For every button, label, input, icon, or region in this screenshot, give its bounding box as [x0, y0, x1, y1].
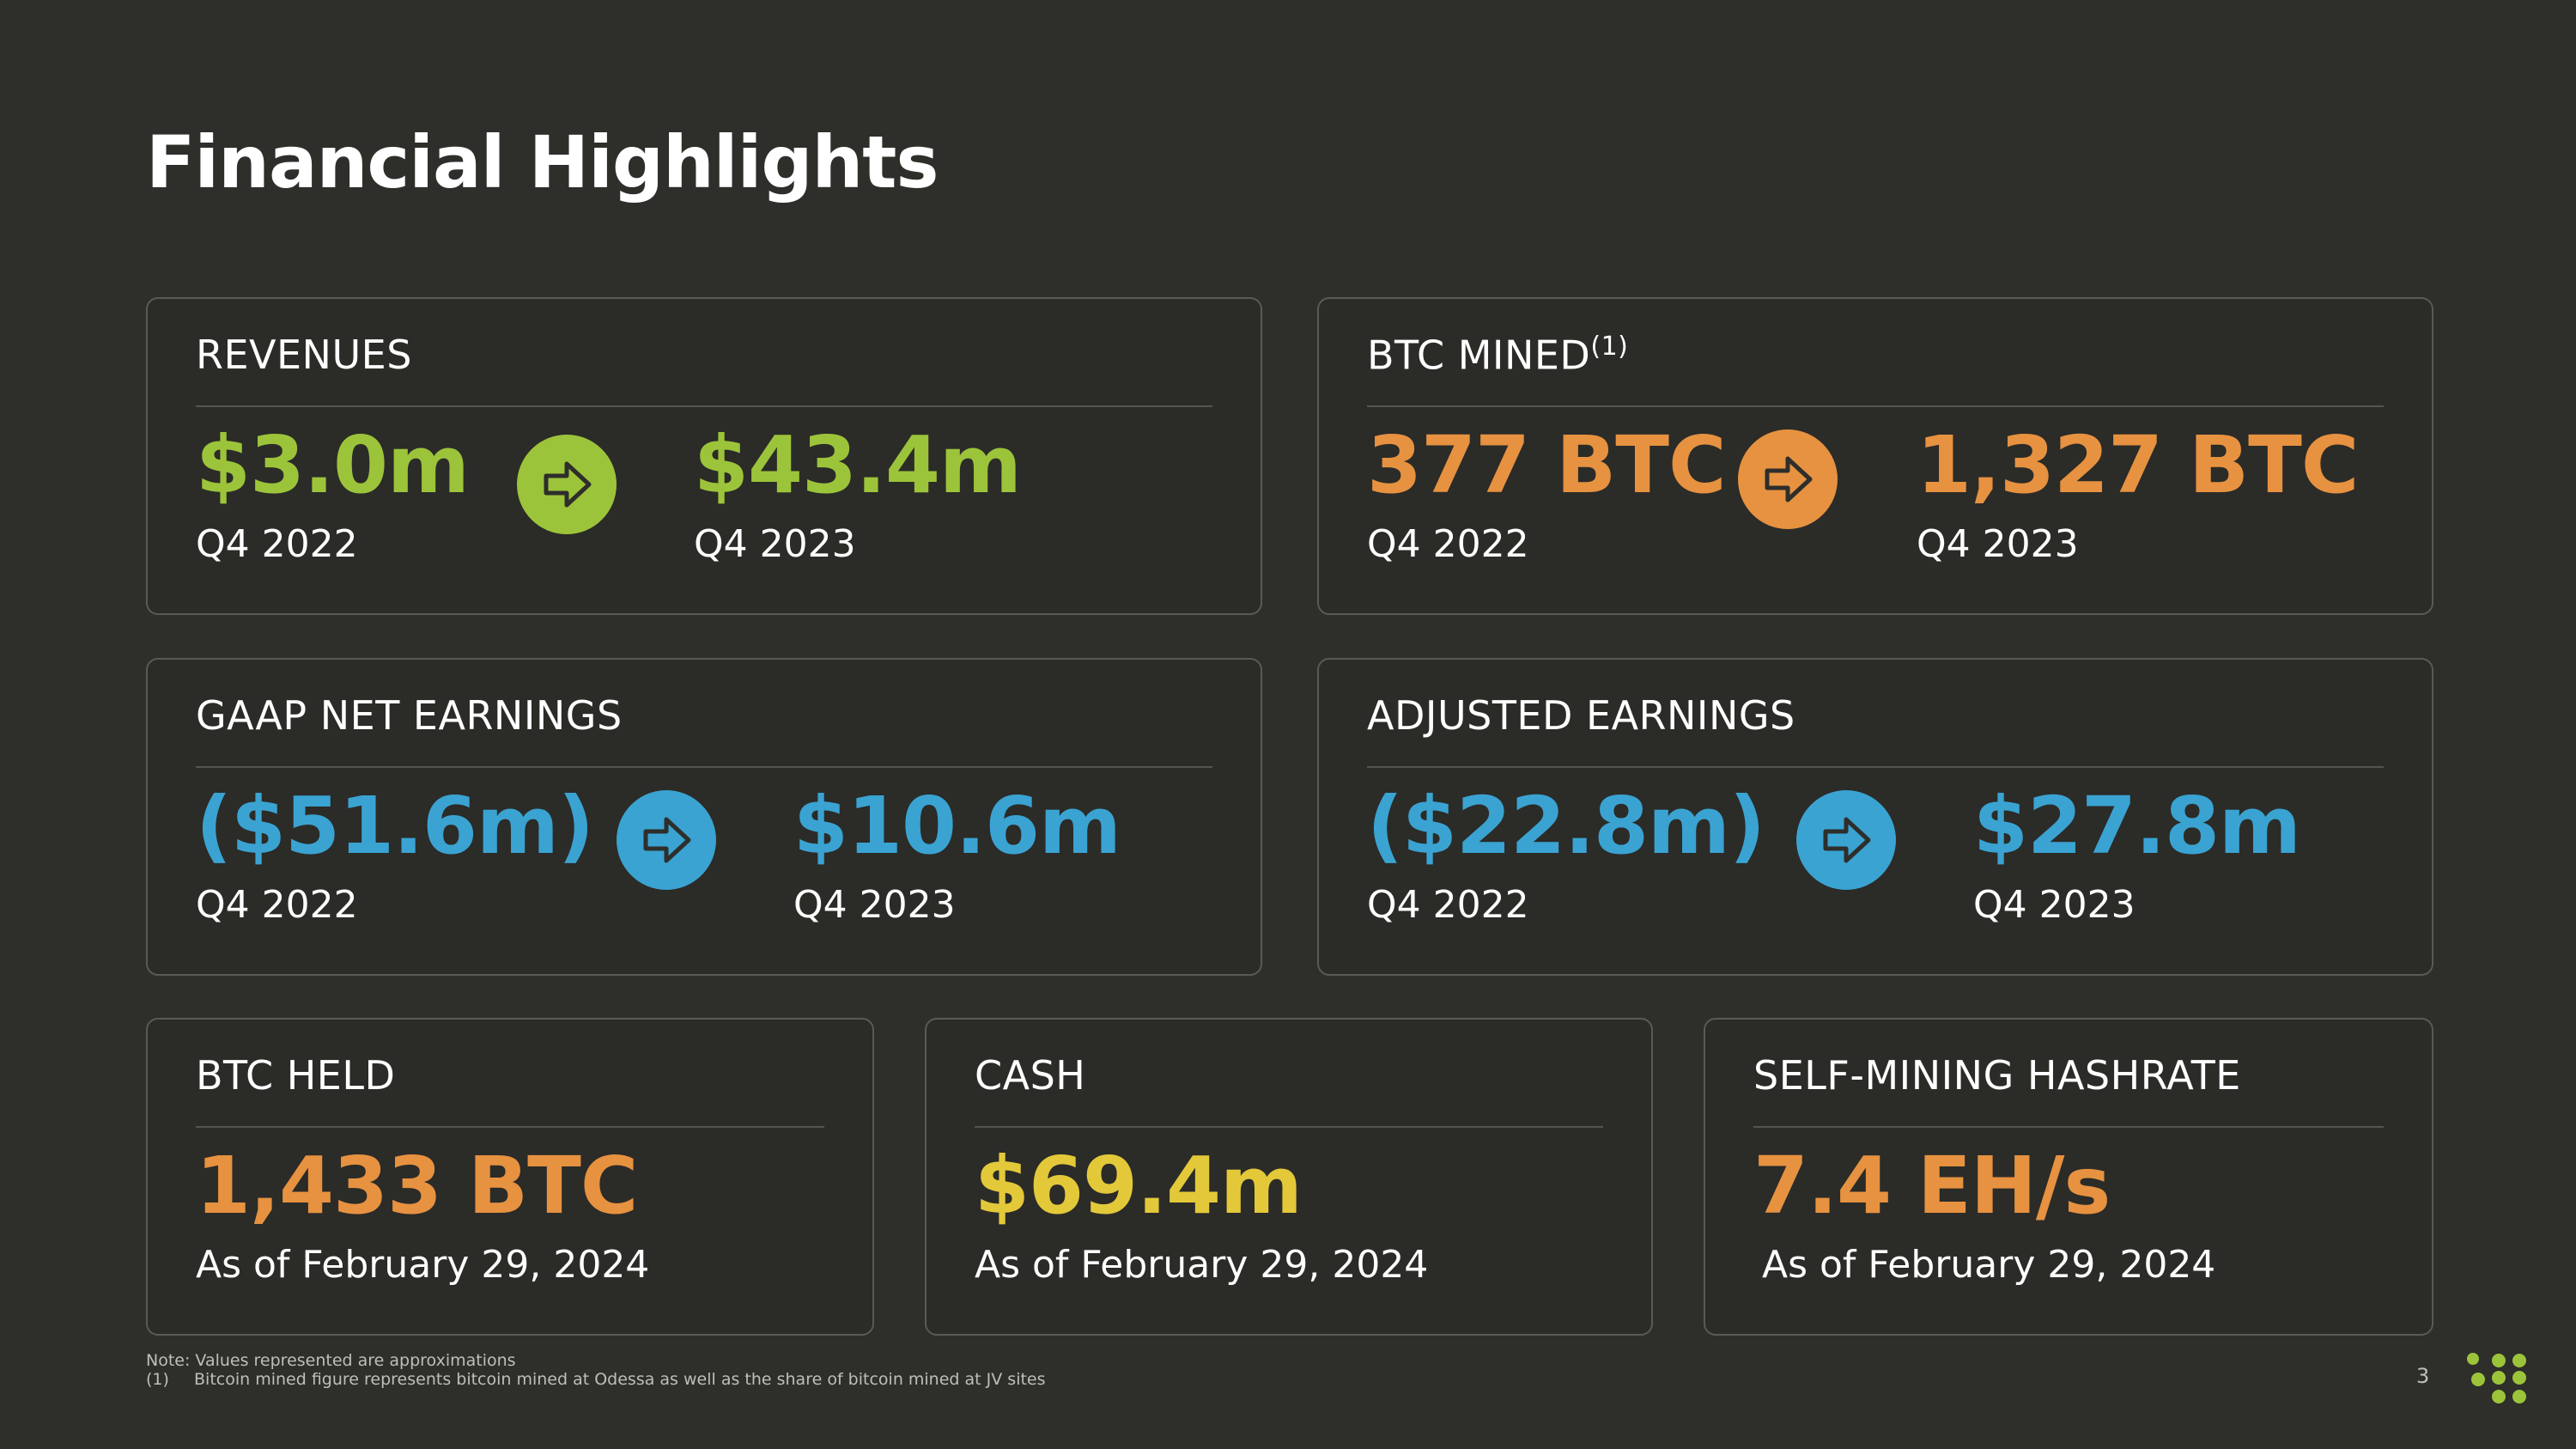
cash-card: CASH $69.4m As of February 29, 2024	[925, 1018, 1653, 1336]
gaap-after-value: $10.6m	[793, 780, 1121, 872]
page-title: Financial Highlights	[146, 120, 939, 204]
adjusted-after-value: $27.8m	[1973, 780, 2301, 872]
btc-held-as-of: As of February 29, 2024	[196, 1243, 650, 1287]
dot-grid-logo-icon	[2466, 1352, 2531, 1403]
revenues-after-period: Q4 2023	[694, 522, 856, 566]
hashrate-as-of: As of February 29, 2024	[1762, 1243, 2216, 1287]
arrow-right-icon	[1738, 429, 1838, 529]
divider	[196, 766, 1212, 768]
revenues-before-value: $3.0m	[196, 419, 470, 511]
arrow-right-icon	[517, 435, 617, 534]
gaap-after-period: Q4 2023	[793, 883, 956, 927]
gaap-before-period: Q4 2022	[196, 883, 358, 927]
gaap-before-value: ($51.6m)	[196, 780, 594, 872]
hashrate-label: SELF-MINING HASHRATE	[1753, 1052, 2241, 1099]
btc-mined-after-value: 1,327 BTC	[1917, 419, 2359, 511]
adjusted-earnings-card: ADJUSTED EARNINGS ($22.8m) Q4 2022 $27.8…	[1317, 658, 2433, 976]
revenues-card: REVENUES $3.0m Q4 2022 $43.4m Q4 2023	[146, 297, 1262, 615]
cash-label: CASH	[975, 1052, 1086, 1099]
btc-mined-label: BTC MINED(1)	[1367, 332, 1628, 378]
adjusted-before-period: Q4 2022	[1367, 883, 1529, 927]
btc-mined-before-value: 377 BTC	[1367, 419, 1726, 511]
btc-mined-card: BTC MINED(1) 377 BTC Q4 2022 1,327 BTC Q…	[1317, 297, 2433, 615]
adjusted-earnings-label: ADJUSTED EARNINGS	[1367, 692, 1795, 739]
hashrate-value: 7.4 EH/s	[1753, 1140, 2111, 1232]
footer-note: Note: Values represented are approximati…	[146, 1351, 516, 1370]
btc-mined-after-period: Q4 2023	[1917, 522, 2079, 566]
footer-footnote: (1) Bitcoin mined figure represents bitco…	[146, 1370, 1046, 1389]
footnote-marker: (1)	[146, 1370, 169, 1389]
btc-held-value: 1,433 BTC	[196, 1140, 638, 1232]
divider	[1367, 766, 2384, 768]
footnote-text: Bitcoin mined figure represents bitcoin …	[194, 1370, 1046, 1389]
revenues-after-value: $43.4m	[694, 419, 1022, 511]
divider	[1753, 1126, 2384, 1128]
gaap-net-earnings-label: GAAP NET EARNINGS	[196, 692, 623, 739]
divider	[975, 1126, 1603, 1128]
adjusted-before-value: ($22.8m)	[1367, 780, 1765, 872]
divider	[1367, 405, 2384, 407]
divider	[196, 1126, 824, 1128]
cash-as-of: As of February 29, 2024	[975, 1243, 1429, 1287]
btc-mined-before-period: Q4 2022	[1367, 522, 1529, 566]
gaap-net-earnings-card: GAAP NET EARNINGS ($51.6m) Q4 2022 $10.6…	[146, 658, 1262, 976]
revenues-label: REVENUES	[196, 332, 412, 378]
btc-held-card: BTC HELD 1,433 BTC As of February 29, 20…	[146, 1018, 874, 1336]
hashrate-card: SELF-MINING HASHRATE 7.4 EH/s As of Febr…	[1704, 1018, 2433, 1336]
btc-held-label: BTC HELD	[196, 1052, 396, 1099]
arrow-right-icon	[617, 790, 716, 890]
page-number: 3	[2416, 1364, 2430, 1388]
footnote-marker: (1)	[1590, 332, 1629, 362]
arrow-right-icon	[1796, 790, 1896, 890]
revenues-before-period: Q4 2022	[196, 522, 358, 566]
divider	[196, 405, 1212, 407]
btc-mined-label-text: BTC MINED	[1367, 332, 1591, 379]
cash-value: $69.4m	[975, 1140, 1303, 1232]
adjusted-after-period: Q4 2023	[1973, 883, 2136, 927]
